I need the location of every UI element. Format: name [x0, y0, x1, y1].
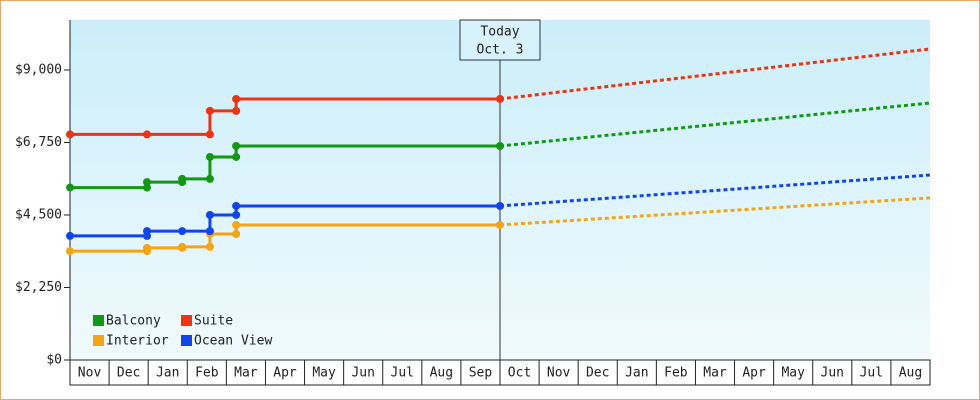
price-point — [205, 174, 214, 183]
price-point — [232, 94, 241, 103]
forecast-line — [499, 101, 931, 148]
price-point — [496, 94, 504, 103]
price-point — [205, 227, 214, 236]
price-point — [143, 243, 152, 252]
price-point — [66, 247, 74, 256]
x-tick-label: Nov — [547, 366, 571, 381]
price-point — [178, 174, 187, 183]
y-tick-label: $9,000 — [15, 62, 62, 77]
legend-label: Suite — [194, 314, 233, 329]
forecast-line — [499, 196, 931, 227]
x-tick-label: Jan — [625, 366, 648, 381]
x-tick-label: Feb — [664, 366, 688, 381]
price-point — [205, 242, 214, 251]
x-tick-label: Jun — [351, 366, 374, 381]
price-point — [232, 106, 241, 115]
price-point — [205, 130, 214, 139]
price-point — [232, 210, 241, 219]
price-point — [496, 220, 504, 229]
price-point — [143, 178, 152, 187]
legend-swatch — [93, 335, 104, 346]
price-point — [205, 210, 214, 219]
x-tick-label: Jun — [821, 366, 844, 381]
y-tick-label: $4,500 — [15, 207, 62, 222]
price-point — [205, 152, 214, 161]
x-tick-label: Apr — [273, 366, 297, 381]
y-tick-label: $6,750 — [15, 135, 62, 150]
legend-swatch — [181, 315, 192, 326]
y-tick-label: $0 — [46, 353, 62, 368]
legend-label: Balcony — [106, 314, 161, 329]
price-point — [143, 183, 152, 192]
price-point — [178, 242, 187, 251]
x-tick-label: Jul — [860, 366, 883, 381]
x-tick-label: Aug — [430, 366, 453, 381]
price-point — [143, 130, 152, 139]
x-tick-label: Oct — [508, 366, 531, 381]
price-point — [496, 201, 504, 210]
legend-label: Ocean View — [194, 334, 272, 349]
price-point — [232, 229, 241, 238]
x-tick-label: Dec — [117, 366, 140, 381]
today-label: Oct. 3 — [477, 43, 524, 58]
x-tick-label: Jul — [391, 366, 414, 381]
x-tick-label: Dec — [586, 366, 609, 381]
price-point — [66, 231, 74, 240]
x-tick-label: Aug — [899, 366, 922, 381]
price-point — [232, 201, 241, 210]
price-point — [205, 106, 214, 115]
x-tick-label: Sep — [469, 366, 493, 381]
price-point — [232, 152, 241, 161]
x-tick-label: May — [312, 366, 336, 381]
price-point — [178, 227, 187, 236]
price-point — [66, 130, 74, 139]
price-point — [232, 220, 241, 229]
today-box — [459, 19, 541, 61]
forecast-line — [499, 47, 931, 101]
legend-swatch — [181, 335, 192, 346]
today-label: Today — [480, 25, 519, 40]
price-point — [143, 227, 152, 236]
x-tick-label: Jan — [156, 366, 179, 381]
x-tick-label: Feb — [195, 366, 219, 381]
forecast-line — [499, 173, 931, 208]
legend-label: Interior — [106, 334, 169, 349]
x-tick-label: Apr — [742, 366, 766, 381]
x-tick-label: Mar — [703, 366, 727, 381]
price-point — [232, 142, 241, 151]
price-point — [66, 183, 74, 192]
x-tick-label: Nov — [78, 366, 102, 381]
y-tick-label: $2,250 — [15, 280, 62, 295]
legend-swatch — [93, 315, 104, 326]
x-tick-label: May — [781, 366, 805, 381]
x-tick-label: Mar — [234, 366, 258, 381]
price-point — [496, 142, 504, 151]
